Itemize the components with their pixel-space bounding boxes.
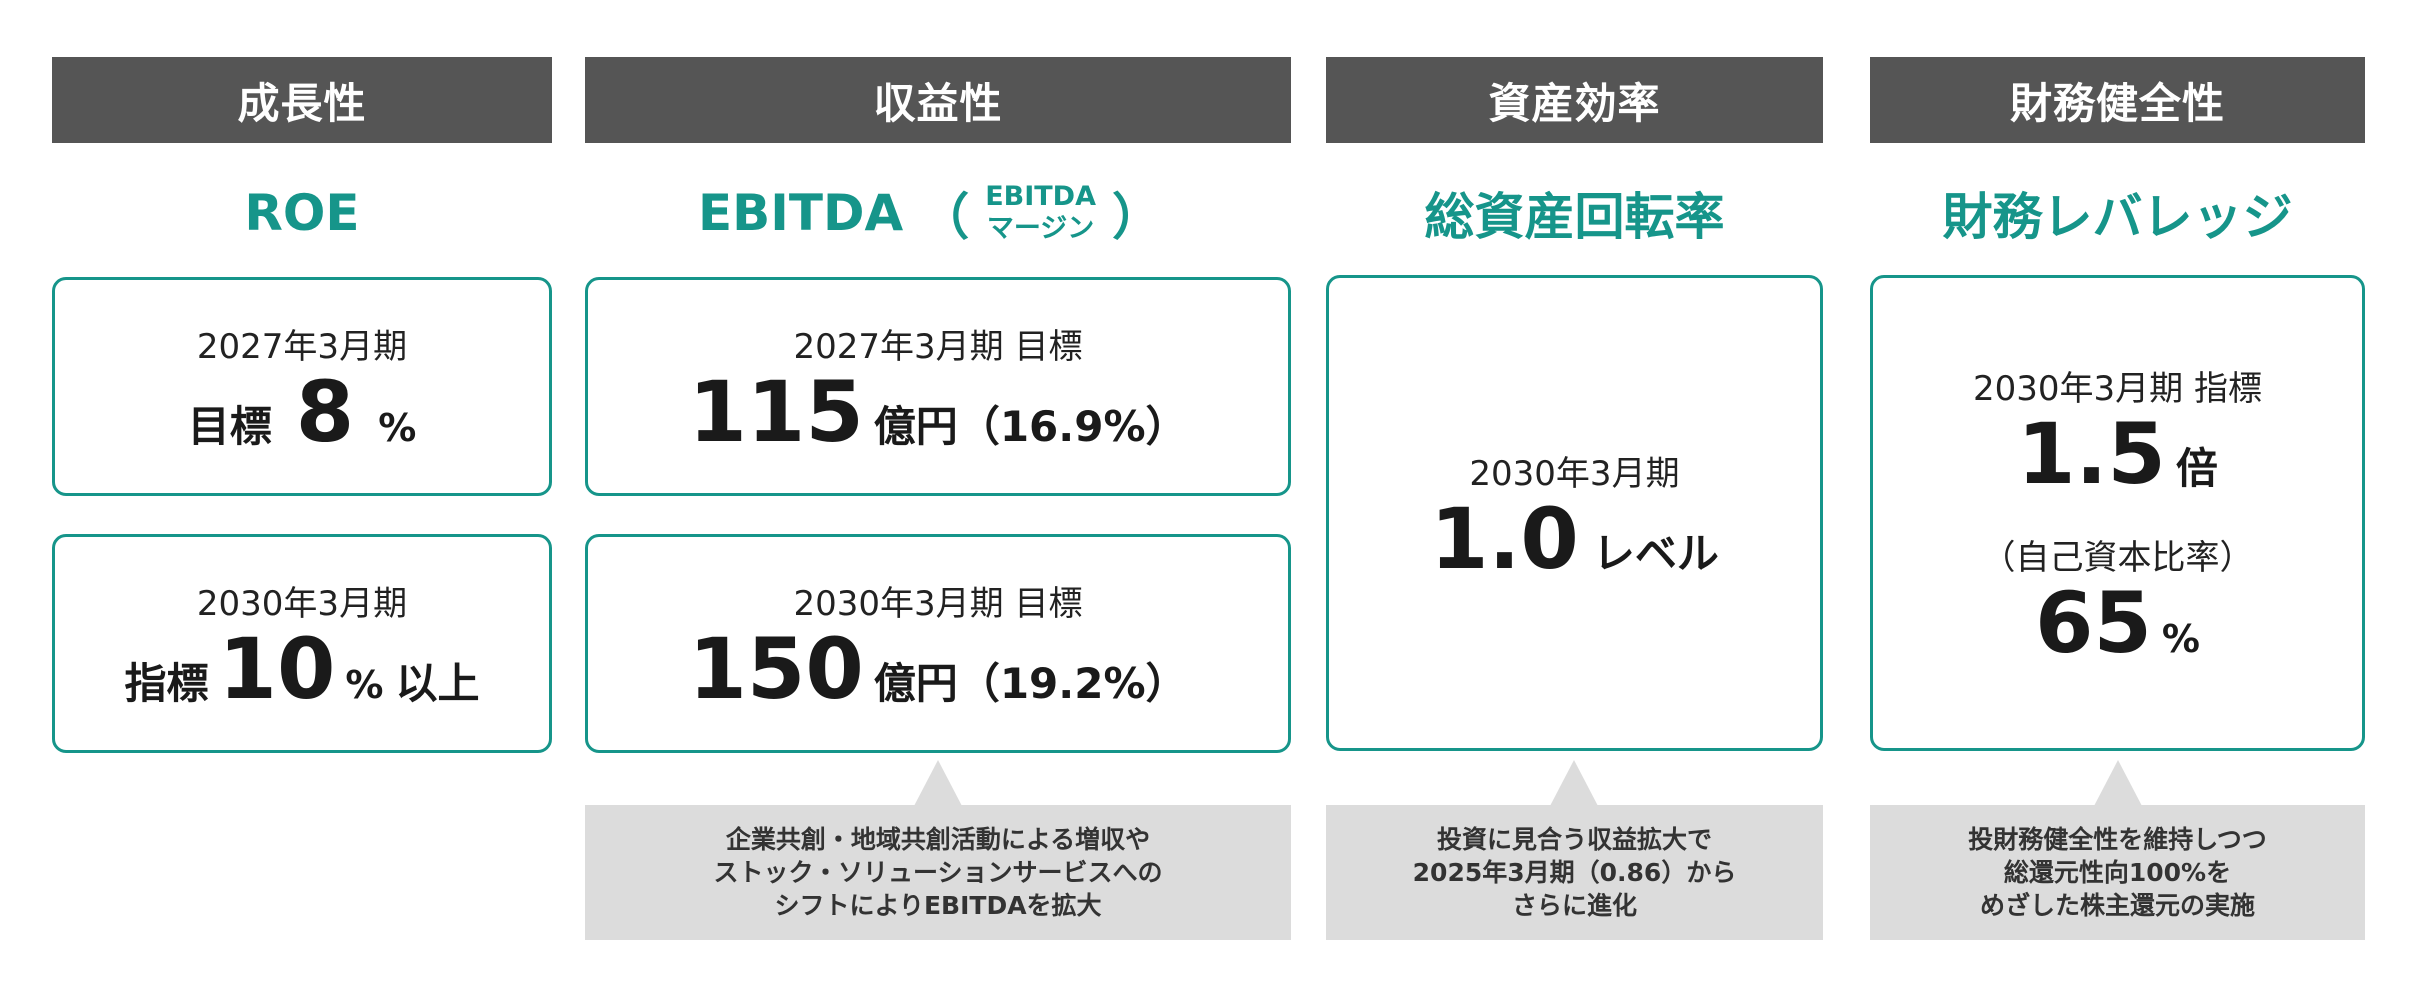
ebitda-paren-open: （: [919, 188, 970, 246]
ebitda-metric-title: EBITDA （ EBITDA マージン ）: [585, 168, 1291, 258]
roe-2030-box: 2030年3月期 指標 10 % 以上: [52, 534, 552, 753]
profitability-header: 収益性: [585, 57, 1291, 143]
financial-leverage-title: 財務レバレッジ: [1942, 188, 2293, 246]
roe-2027-value: 8: [295, 363, 355, 461]
ebitda-margin-line2: マージン: [986, 213, 1095, 244]
financial-leverage-unit: 倍: [2175, 444, 2218, 493]
efficiency-note-line3: さらに進化: [1511, 891, 1637, 920]
roe-2030-unit: %: [345, 663, 384, 707]
soundness-note: 投財務健全性を維持しつつ 総還元性向100%を めざした株主還元の実施: [1870, 805, 2365, 940]
efficiency-header: 資産効率: [1326, 57, 1823, 143]
ebitda-2027-unit: 億円: [873, 402, 958, 451]
ebitda-2030-unit: 億円: [873, 659, 958, 708]
ebitda-title-text: EBITDA: [698, 184, 904, 242]
soundness-header: 財務健全性: [1870, 57, 2365, 143]
ebitda-2027-value: 115: [688, 363, 864, 461]
growth-header: 成長性: [52, 57, 552, 143]
ebitda-2027-margin: （16.9%）: [957, 402, 1188, 451]
financial-leverage-label: 2030年3月期 指標: [1973, 369, 2262, 409]
roe-2030-value: 10: [218, 620, 336, 718]
ebitda-margin-label: EBITDA マージン: [985, 181, 1096, 245]
soundness-note-line2: 総還元性向100%を: [2003, 858, 2232, 887]
financial-leverage-box: 2030年3月期 指標 1.5 倍 （自己資本比率） 65 %: [1870, 275, 2365, 751]
ebitda-note: 企業共創・地域共創活動による増収や ストック・ソリューションサービスへの シフト…: [585, 805, 1291, 940]
soundness-note-pointer: [2094, 760, 2142, 806]
soundness-column: 財務健全性 財務レバレッジ 2030年3月期 指標 1.5 倍 （自己資本比率）…: [1870, 0, 2365, 986]
equity-ratio-value: 65: [2035, 574, 2152, 672]
asset-turnover-title: 総資産回転率: [1424, 188, 1725, 246]
profitability-column: 収益性 EBITDA （ EBITDA マージン ） 2027年3月期 目標 1…: [585, 0, 1291, 986]
ebitda-2030-value: 150: [688, 620, 864, 718]
ebitda-paren-close: ）: [1111, 188, 1162, 246]
growth-column: 成長性 ROE 2027年3月期 目標 8 % 2030年3月期 指標 10 %…: [52, 0, 552, 986]
roe-2027-label: 2027年3月期: [196, 327, 408, 367]
asset-turnover-box: 2030年3月期 1.0 レベル: [1326, 275, 1823, 751]
ebitda-2030-box: 2030年3月期 目標 150 億円 （19.2%）: [585, 534, 1291, 753]
efficiency-note-line2: 2025年3月期（0.86）から: [1412, 858, 1737, 887]
roe-2027-box: 2027年3月期 目標 8 %: [52, 277, 552, 496]
asset-turnover-value: 1.0: [1430, 489, 1579, 588]
asset-turnover-label: 2030年3月期: [1469, 453, 1680, 494]
efficiency-column: 資産効率 総資産回転率 2030年3月期 1.0 レベル 投資に見合う収益拡大で…: [1326, 0, 1823, 986]
asset-turnover-unit: レベル: [1592, 528, 1719, 578]
financial-leverage-value: 1.5: [2017, 405, 2166, 503]
roe-metric-title: ROE: [244, 184, 360, 242]
efficiency-note: 投資に見合う収益拡大で 2025年3月期（0.86）から さらに進化: [1326, 805, 1823, 940]
roe-2030-suffix: 以上: [395, 659, 480, 708]
soundness-note-line1: 投財務健全性を維持しつつ: [1968, 825, 2267, 854]
ebitda-2027-label: 2027年3月期 目標: [793, 327, 1083, 367]
ebitda-note-line1: 企業共創・地域共創活動による増収や: [725, 825, 1151, 854]
roe-2027-prefix: 目標: [187, 402, 272, 451]
roe-2027-unit: %: [378, 406, 417, 450]
equity-ratio-label: （自己資本比率）: [1981, 538, 2254, 578]
roe-2030-prefix: 指標: [124, 659, 209, 708]
ebitda-2030-margin: （19.2%）: [957, 659, 1188, 708]
ebitda-2027-box: 2027年3月期 目標 115 億円 （16.9%）: [585, 277, 1291, 496]
ebitda-note-line3: シフトによりEBITDAを拡大: [774, 891, 1102, 920]
ebitda-2030-label: 2030年3月期 目標: [793, 584, 1083, 624]
efficiency-note-pointer: [1550, 760, 1598, 806]
ebitda-margin-line1: EBITDA: [985, 181, 1096, 212]
ebitda-note-line2: ストック・ソリューションサービスへの: [713, 858, 1163, 887]
roe-2030-label: 2030年3月期: [196, 584, 408, 624]
soundness-note-line3: めざした株主還元の実施: [1979, 891, 2255, 920]
equity-ratio-unit: %: [2161, 617, 2200, 661]
efficiency-note-line1: 投資に見合う収益拡大で: [1436, 825, 1712, 854]
ebitda-note-pointer: [914, 760, 962, 806]
